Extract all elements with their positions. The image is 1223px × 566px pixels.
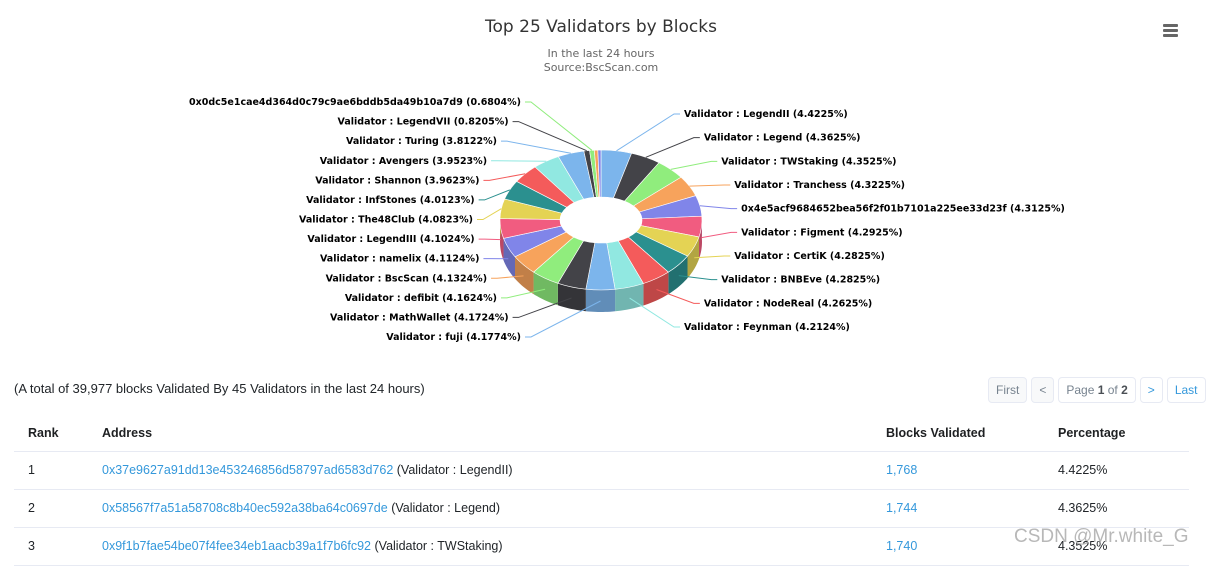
header-percentage: Percentage [1058,415,1125,451]
connector-5 [702,232,738,237]
connector-11 [513,298,572,317]
table-row: 2 0x58567f7a51a58708c8b40ec592a38ba64c06… [14,490,1189,528]
connector-4 [700,206,737,209]
validator-name: (Validator : Legend) [391,501,500,515]
slice-label-0: Validator : LegendII (4.4225%) [684,109,848,120]
slice-label-14: Validator : namelix (4.1124%) [320,254,479,265]
connector-3 [689,185,730,186]
slice-label-2: Validator : TWStaking (4.3525%) [721,156,896,167]
slice-label-17: Validator : InfStones (4.0123%) [306,195,475,206]
chart-title: Top 25 Validators by Blocks [484,17,717,37]
percentage-cell: 4.3625% [1058,490,1107,527]
slice-label-9: Validator : Feynman (4.2124%) [684,322,850,333]
slice-label-22: 0x0dc5e1cae4d364d0c79c9ae6bddb5da49b10a7… [189,97,521,108]
address-cell: 0x58567f7a51a58708c8b40ec592a38ba64c0697… [102,490,500,527]
slice-label-7: Validator : BNBEve (4.2825%) [721,275,880,286]
slice-label-1: Validator : Legend (4.3625%) [704,133,861,144]
blocks-link[interactable]: 1,768 [886,452,917,489]
slice-label-19: Validator : Avengers (3.9523%) [320,156,487,167]
donut-chart: Top 25 Validators by Blocks In the last … [0,0,1223,362]
next-page-button[interactable]: > [1140,377,1163,403]
slice-label-8: Validator : NodeReal (4.2625%) [704,298,872,309]
connector-21 [513,122,587,151]
rank-cell: 3 [28,528,35,565]
blocks-link[interactable]: 1,744 [886,490,917,527]
rank-cell: 2 [28,490,35,527]
header-address: Address [102,415,152,451]
address-link[interactable]: 0x58567f7a51a58708c8b40ec592a38ba64c0697… [102,501,388,515]
prev-page-button[interactable]: < [1031,377,1054,403]
page-of: of [1108,383,1118,397]
page-prefix: Page [1066,383,1094,397]
rank-cell: 1 [28,452,35,489]
blocks-summary: (A total of 39,977 blocks Validated By 4… [14,381,425,396]
slice-label-11: Validator : MathWallet (4.1724%) [330,312,509,323]
slice-label-21: Validator : LegendVII (0.8205%) [338,117,509,128]
connector-22 [525,102,592,150]
validator-name: (Validator : LegendII) [397,463,513,477]
pagination: First < Page 1 of 2 > Last [988,377,1206,403]
address-cell: 0x9f1b7fae54be07f4fee34eb1aacb39a1f7b6fc… [102,528,503,565]
connector-20 [501,141,571,153]
address-link[interactable]: 0x37e9627a91dd13e453246856d58797ad6583d7… [102,463,393,477]
slice-label-6: Validator : CertiK (4.2825%) [734,251,885,262]
connector-15 [479,239,501,240]
slice-label-12: Validator : defibit (4.1624%) [345,293,497,304]
page-indicator: Page 1 of 2 [1058,377,1135,403]
chart-subtitle-line-2: Source:BscScan.com [544,61,659,74]
address-link[interactable]: 0x9f1b7fae54be07f4fee34eb1aacb39a1f7b6fc… [102,539,371,553]
slice-label-15: Validator : LegendIII (4.1024%) [307,234,474,245]
connector-16 [477,209,501,220]
table-row: 1 0x37e9627a91dd13e453246856d58797ad6583… [14,452,1189,490]
slice-label-16: Validator : The48Club (4.0823%) [299,215,473,226]
address-cell: 0x37e9627a91dd13e453246856d58797ad6583d7… [102,452,513,489]
first-page-button[interactable]: First [988,377,1027,403]
table-row: 3 0x9f1b7fae54be07f4fee34eb1aacb39a1f7b6… [14,528,1189,566]
slice-label-5: Validator : Figment (4.2925%) [741,227,903,238]
slice-label-3: Validator : Tranchess (4.3225%) [734,180,905,191]
blocks-link[interactable]: 1,740 [886,528,917,565]
page-current: 1 [1098,383,1105,397]
slice-side-10 [586,289,615,312]
table-header-row: Rank Address Blocks Validated Percentage [14,415,1189,452]
chart-canvas: Top 25 Validators by Blocks In the last … [0,0,1223,362]
slice-label-20: Validator : Turing (3.8122%) [346,136,497,147]
connector-1 [646,138,700,158]
header-blocks-validated: Blocks Validated [886,415,985,451]
watermark: CSDN @Mr.white_G [1014,526,1189,548]
slice-label-13: Validator : BscScan (4.1324%) [326,273,487,284]
last-page-button[interactable]: Last [1167,377,1206,403]
header-rank: Rank [28,415,59,451]
slice-label-4: 0x4e5acf9684652bea56f2f01b7101a225ee33d2… [741,204,1065,215]
connector-2 [671,161,717,169]
chart-subtitle-line-1: In the last 24 hours [547,47,654,60]
slice-label-18: Validator : Shannon (3.9623%) [315,175,479,186]
slice-label-10: Validator : fuji (4.1774%) [386,332,521,343]
hamburger-menu-icon[interactable] [1160,20,1182,40]
page-total: 2 [1121,383,1128,397]
percentage-cell: 4.4225% [1058,452,1107,489]
validator-name: (Validator : TWStaking) [375,539,503,553]
connector-9 [630,298,680,327]
connector-0 [617,114,681,151]
validators-table: Rank Address Blocks Validated Percentage… [14,415,1189,566]
